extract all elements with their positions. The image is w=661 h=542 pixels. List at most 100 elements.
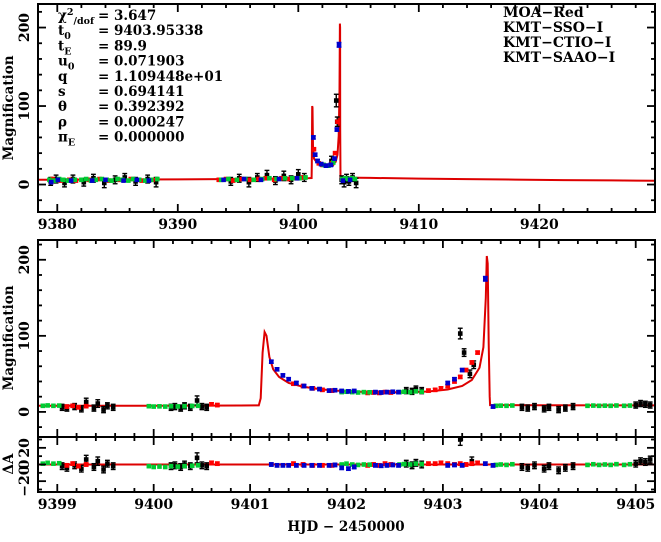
data-point: [286, 463, 291, 468]
data-point: [95, 458, 101, 464]
data-point: [65, 178, 71, 183]
data-point: [467, 371, 473, 377]
data-point: [172, 404, 178, 409]
data-point: [546, 405, 552, 410]
data-point: [317, 386, 322, 392]
data-point: [647, 457, 653, 462]
x-tick-label: 9405: [616, 497, 655, 513]
parameter-base: s: [58, 84, 66, 100]
data-point: [155, 176, 160, 182]
parameter-sub: E: [64, 46, 71, 57]
data-point: [221, 177, 226, 183]
data-point: [457, 374, 463, 380]
data-point: [596, 403, 602, 409]
data-point: [269, 462, 274, 467]
panel-frame: [37, 239, 656, 438]
data-point: [413, 389, 419, 394]
parameter-symbol: ρ: [58, 114, 67, 130]
data-point: [463, 462, 469, 467]
data-point: [282, 175, 288, 181]
data-point: [396, 463, 401, 468]
data-point: [228, 179, 234, 184]
data-point: [182, 403, 187, 409]
data-point: [330, 160, 336, 165]
data-point: [56, 403, 62, 408]
data-point: [532, 404, 537, 409]
data-point: [638, 401, 643, 406]
data-point: [596, 462, 602, 468]
axis-ticks: [37, 240, 656, 437]
data-point: [585, 403, 590, 409]
data-point: [204, 405, 210, 410]
data-point: [367, 462, 372, 467]
data-point: [342, 175, 348, 181]
data-point: [182, 463, 187, 469]
data-point: [47, 177, 52, 183]
data-point: [91, 405, 97, 411]
data-point: [172, 463, 178, 468]
data-point: [301, 463, 307, 468]
data-point: [168, 463, 174, 469]
data-point: [463, 367, 469, 373]
data-point: [355, 390, 361, 395]
data-point: [390, 462, 396, 468]
data-point: [175, 464, 181, 469]
y-axis-title-top: Magnification: [1, 55, 17, 160]
data-point: [493, 403, 499, 409]
data-point: [101, 180, 107, 186]
data-point: [64, 404, 70, 409]
data-point: [336, 42, 342, 48]
data-point: [101, 467, 106, 472]
data-point: [59, 405, 65, 410]
data-point: [339, 388, 344, 394]
parameter-value: = 3.647: [98, 8, 156, 24]
data-point: [332, 156, 337, 161]
data-point: [106, 178, 112, 183]
data-point: [445, 380, 451, 386]
data-point: [274, 367, 280, 372]
data-point: [608, 403, 613, 409]
data-point: [303, 175, 308, 180]
data-point: [614, 461, 619, 467]
data-point: [271, 177, 277, 183]
x-tick-label: 9400: [279, 217, 318, 233]
series-saao: [268, 275, 496, 409]
data-point: [407, 389, 413, 395]
data-point: [519, 464, 525, 470]
data-point: [93, 177, 99, 183]
data-point: [321, 162, 326, 168]
data-point: [311, 135, 316, 140]
data-point: [234, 177, 240, 183]
y-tick-label: 0: [17, 407, 33, 417]
x-tick-label: 9390: [158, 217, 197, 233]
data-point: [51, 178, 57, 183]
data-point: [361, 389, 367, 395]
data-point: [68, 178, 74, 183]
data-point: [309, 386, 315, 391]
data-point: [438, 460, 444, 466]
data-point: [546, 463, 552, 469]
data-point: [498, 462, 504, 467]
data-point: [64, 463, 70, 468]
data-point: [241, 176, 247, 182]
parameter-symbol: χ2/dof: [58, 7, 95, 27]
data-point: [151, 464, 156, 470]
legend-item-moa: MOA−Red: [503, 5, 584, 21]
data-point: [91, 175, 96, 181]
data-point: [373, 389, 378, 395]
parameter-symbol: q: [58, 69, 68, 85]
data-point: [117, 177, 123, 183]
data-point: [373, 463, 378, 468]
data-point: [199, 404, 205, 409]
parameter-sub: 0: [68, 62, 75, 73]
data-point: [62, 180, 67, 186]
data-point: [309, 463, 315, 468]
data-point: [525, 465, 531, 471]
data-point: [189, 403, 195, 409]
parameter-base: q: [58, 69, 68, 85]
data-point: [638, 458, 643, 464]
data-point: [269, 359, 274, 364]
legend-item-saao: KMT−SAAO−I: [503, 50, 615, 66]
data-point: [178, 405, 183, 411]
